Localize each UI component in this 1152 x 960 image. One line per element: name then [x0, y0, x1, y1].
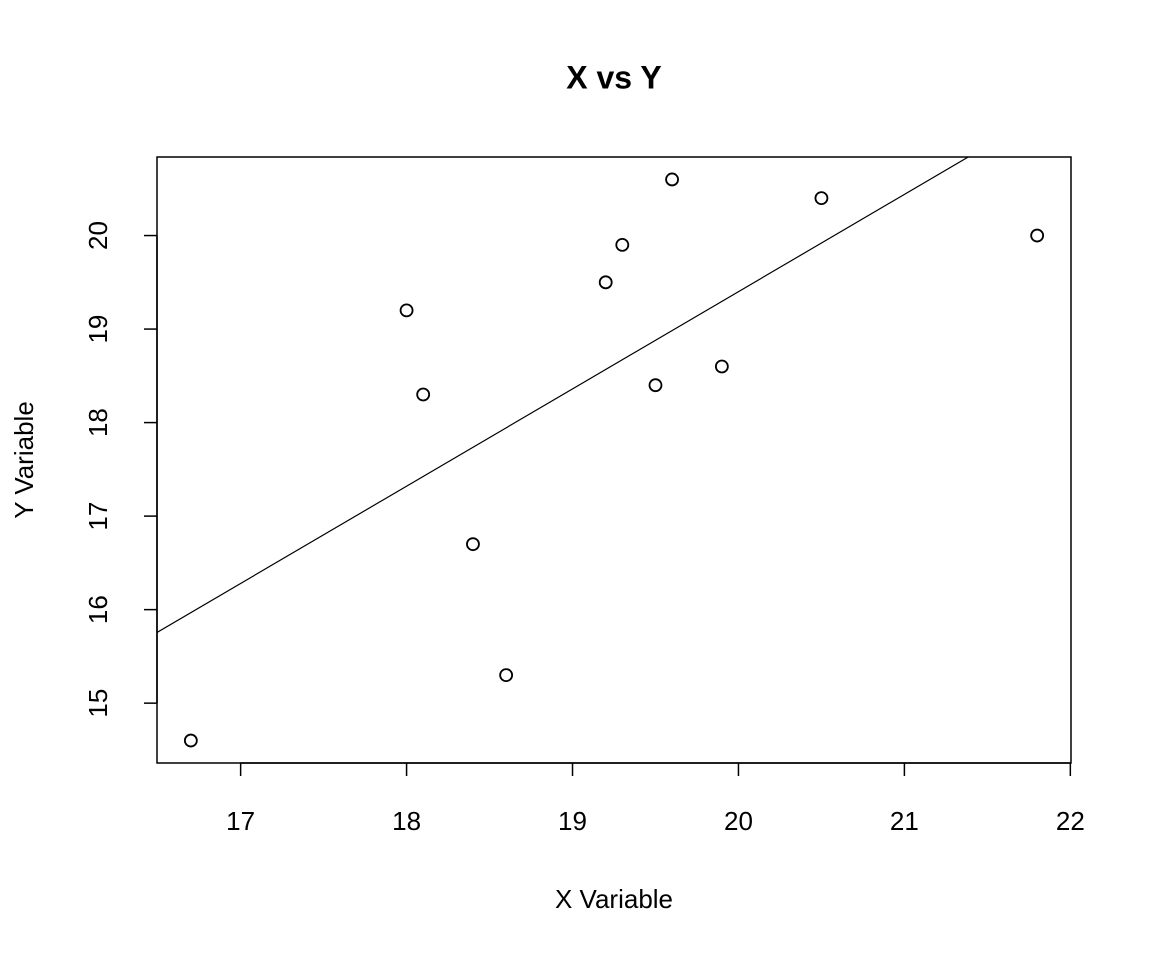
x-tick-label: 22 — [1056, 806, 1085, 836]
point — [466, 537, 480, 552]
y-tick-label: 16 — [83, 595, 113, 624]
y-tick-label: 18 — [83, 408, 113, 437]
x-tick-label: 18 — [392, 806, 421, 836]
x-tick-label: 21 — [890, 806, 919, 836]
point — [665, 172, 679, 187]
x-tick-label: 20 — [724, 806, 753, 836]
point — [648, 378, 663, 393]
x-tick-label: 19 — [558, 806, 587, 836]
y-tick-label: 19 — [83, 315, 113, 344]
point — [814, 191, 829, 206]
point — [416, 387, 431, 402]
point — [399, 303, 414, 318]
y-tick-label: 20 — [83, 221, 113, 250]
regression-line — [157, 157, 970, 633]
chart-title: X vs Y — [566, 59, 661, 95]
x-axis-label: X Variable — [555, 884, 673, 914]
y-tick-label: 17 — [83, 502, 113, 531]
point — [183, 733, 198, 748]
x-tick-label: 17 — [226, 806, 255, 836]
point — [1030, 228, 1045, 243]
point — [615, 238, 630, 252]
point — [714, 359, 729, 374]
y-axis-label: Y Variable — [9, 401, 39, 519]
point — [499, 668, 514, 682]
point — [598, 275, 613, 290]
y-tick-label: 15 — [83, 689, 113, 718]
